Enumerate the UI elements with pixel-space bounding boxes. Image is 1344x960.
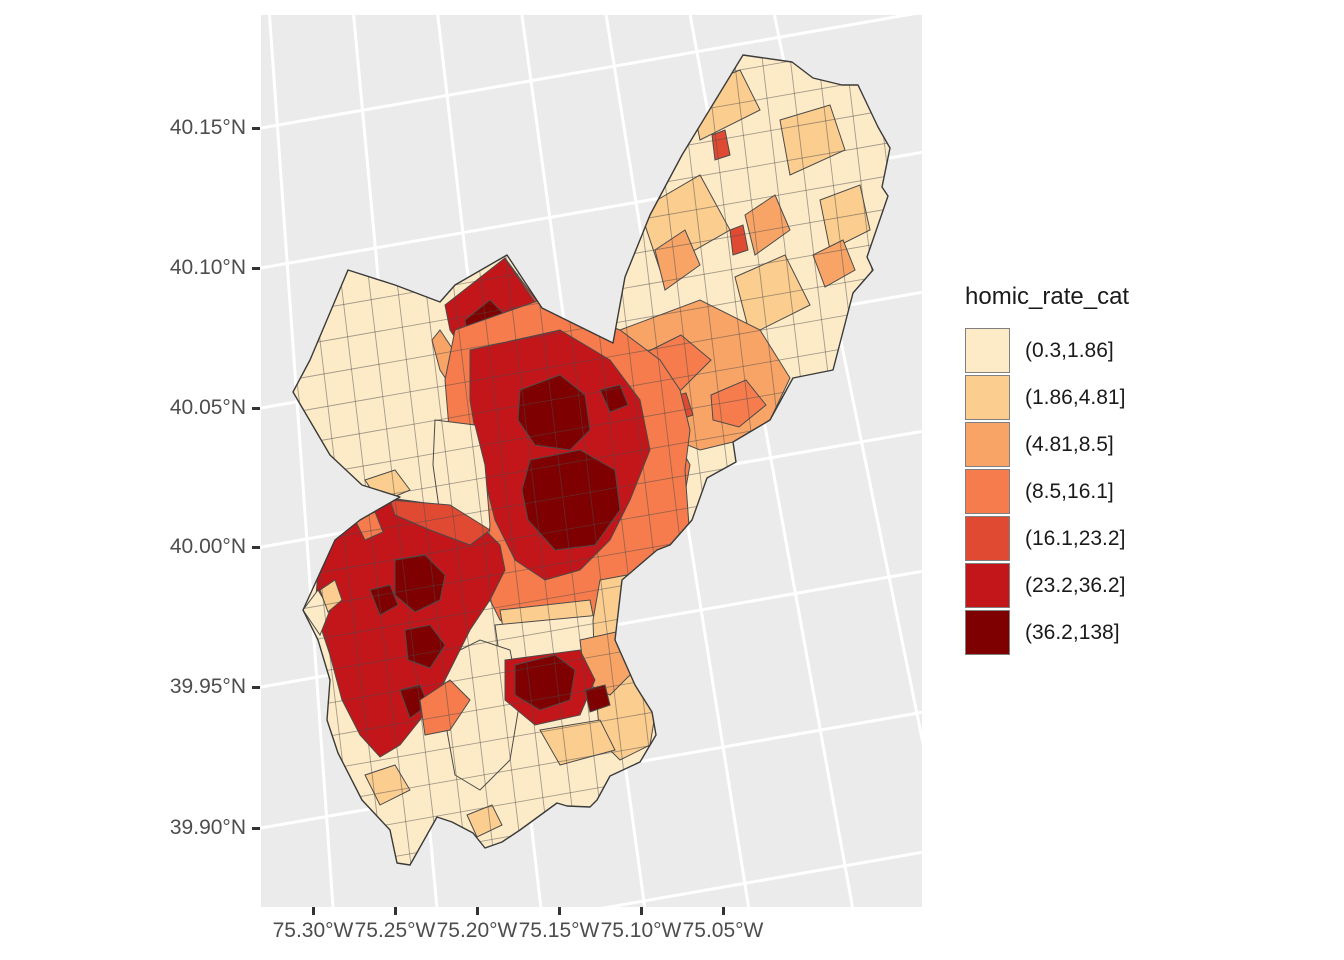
legend-key-label: (4.81,8.5] bbox=[1025, 432, 1114, 456]
x-axis-label: 75.30°W bbox=[272, 919, 354, 942]
legend-key-swatch bbox=[965, 516, 1010, 561]
y-axis-tick bbox=[252, 686, 260, 689]
legend-key-label: (16.1,23.2] bbox=[1025, 526, 1126, 550]
legend-row: (0.3,1.86] bbox=[965, 327, 1129, 374]
legend: homic_rate_cat (0.3,1.86] (1.86,4.81] (4.8… bbox=[965, 283, 1129, 656]
legend-key-label: (1.86,4.81] bbox=[1025, 385, 1126, 409]
legend-items: (0.3,1.86] (1.86,4.81] (4.81,8.5] (8.5,16.1… bbox=[965, 327, 1129, 656]
y-axis-label: 40.10°N bbox=[169, 256, 246, 279]
y-axis-label: 40.05°N bbox=[169, 396, 246, 419]
city-outline bbox=[292, 54, 891, 866]
rate-regions bbox=[302, 69, 871, 838]
map-svg bbox=[261, 15, 922, 907]
x-axis-tick bbox=[640, 907, 643, 915]
legend-row: (16.1,23.2] bbox=[965, 515, 1129, 562]
legend-key-swatch bbox=[965, 610, 1010, 655]
legend-row: (23.2,36.2] bbox=[965, 562, 1129, 609]
legend-key-swatch bbox=[965, 469, 1010, 514]
legend-title: homic_rate_cat bbox=[965, 283, 1130, 310]
legend-key-label: (0.3,1.86] bbox=[1025, 338, 1114, 362]
legend-row: (8.5,16.1] bbox=[965, 468, 1129, 515]
x-axis-tick bbox=[476, 907, 479, 915]
legend-key-swatch bbox=[965, 422, 1010, 467]
x-axis-tick bbox=[312, 907, 315, 915]
x-axis-tick bbox=[558, 907, 561, 915]
y-axis-label: 40.00°N bbox=[169, 535, 246, 558]
x-axis-label: 75.10°W bbox=[600, 919, 682, 942]
x-axis-tick bbox=[394, 907, 397, 915]
y-axis-tick bbox=[252, 407, 260, 410]
x-axis-label: 75.25°W bbox=[354, 919, 436, 942]
x-axis-tick bbox=[722, 907, 725, 915]
y-axis-label: 39.90°N bbox=[169, 816, 246, 839]
y-axis-tick bbox=[252, 127, 260, 130]
x-axis-label: 75.20°W bbox=[436, 919, 518, 942]
y-axis-tick bbox=[252, 546, 260, 549]
y-axis-tick bbox=[252, 827, 260, 830]
legend-row: (1.86,4.81] bbox=[965, 374, 1129, 421]
legend-key-label: (8.5,16.1] bbox=[1025, 479, 1114, 503]
legend-key-swatch bbox=[965, 328, 1010, 373]
x-axis-label: 75.15°W bbox=[518, 919, 600, 942]
y-axis-label: 40.15°N bbox=[169, 116, 246, 139]
legend-key-swatch bbox=[965, 375, 1010, 420]
y-axis-tick bbox=[252, 267, 260, 270]
plot-panel bbox=[261, 15, 922, 907]
y-axis-label: 39.95°N bbox=[169, 675, 246, 698]
legend-row: (4.81,8.5] bbox=[965, 421, 1129, 468]
legend-key-swatch bbox=[965, 563, 1010, 608]
legend-key-label: (23.2,36.2] bbox=[1025, 573, 1126, 597]
x-axis-label: 75.05°W bbox=[682, 919, 764, 942]
legend-key-label: (36.2,138] bbox=[1025, 620, 1120, 644]
legend-row: (36.2,138] bbox=[965, 609, 1129, 656]
